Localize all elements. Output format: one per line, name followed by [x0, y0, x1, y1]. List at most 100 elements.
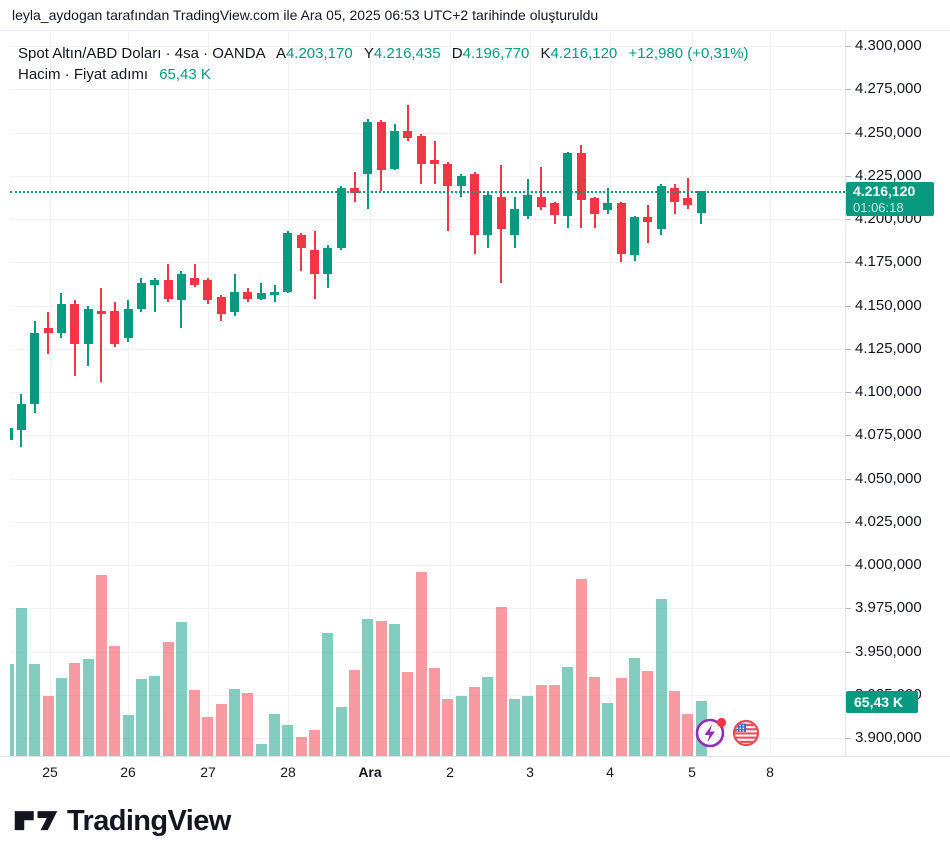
- time-axis-label[interactable]: 5: [688, 764, 696, 780]
- current-price-value: 4.216,120: [853, 183, 916, 199]
- volume-bar: [615, 677, 627, 756]
- candle-body: [136, 283, 146, 309]
- volume-bar: [82, 659, 94, 756]
- volume-study-label[interactable]: Hacim · Fiyat adımı: [18, 66, 149, 83]
- grid-line-v: [450, 31, 451, 756]
- time-axis-label[interactable]: 26: [120, 764, 136, 780]
- candle-body: [203, 279, 213, 301]
- volume-bar: [229, 688, 241, 756]
- volume-bar: [495, 606, 507, 756]
- volume-bar: [309, 730, 321, 756]
- volume-bar: [482, 677, 494, 756]
- price-axis-tick: [846, 435, 851, 437]
- volume-bar: [415, 572, 427, 756]
- price-axis-tick: [846, 132, 851, 134]
- plot-area[interactable]: [10, 31, 845, 756]
- time-axis-label[interactable]: 27: [200, 764, 216, 780]
- candle-body: [470, 174, 480, 235]
- candle-body: [416, 136, 426, 164]
- candle-body: [30, 333, 40, 405]
- current-price-badge: 4.216,120 01:06:18: [846, 182, 934, 216]
- lightning-bolt-glyph: [704, 724, 715, 743]
- candle-body: [630, 217, 639, 256]
- grid-line-h: [10, 478, 845, 480]
- candle-body: [576, 153, 586, 200]
- candle-body: [350, 187, 360, 194]
- volume-bar: [295, 736, 307, 756]
- tradingview-branding[interactable]: TradingView: [14, 799, 231, 843]
- candle-body: [670, 187, 679, 202]
- candle-body: [563, 153, 573, 216]
- price-axis[interactable]: 4.300,000 4.275,000 4.250,000 4.225,000 4.20…: [845, 31, 950, 756]
- candle-body: [163, 279, 173, 299]
- candle-body: [310, 250, 320, 275]
- price-axis-label: 4.250,000: [855, 123, 922, 141]
- volume-bar: [442, 698, 454, 756]
- candle-wick: [300, 232, 303, 271]
- legend-row-symbol: Spot Altın/ABD Doları · 4sa · OANDA A4.2…: [18, 43, 749, 64]
- volume-bar: [95, 575, 107, 756]
- grid-line-v: [208, 31, 209, 756]
- volume-bar: [175, 622, 187, 756]
- price-axis-tick: [846, 348, 851, 350]
- price-axis-tick: [846, 738, 851, 739]
- grid-line-v: [128, 31, 129, 756]
- economic-event-lightning-icon[interactable]: [693, 714, 729, 750]
- price-axis-label: 4.175,000: [855, 253, 922, 271]
- volume-bar: [69, 662, 81, 756]
- bar-countdown: 01:06:18: [853, 200, 904, 215]
- candle-wick: [606, 187, 609, 214]
- grid-line-h: [10, 262, 845, 264]
- volume-bar: [322, 633, 334, 756]
- time-axis-label[interactable]: 2: [446, 764, 454, 780]
- volume-bar: [255, 744, 267, 756]
- volume-bar: [162, 641, 174, 756]
- volume-bar: [15, 608, 27, 756]
- price-axis-label: 4.275,000: [855, 80, 922, 98]
- candle-body: [523, 194, 533, 216]
- price-axis-label: 4.300,000: [855, 37, 922, 54]
- change-value: +12,980 (+0,31%): [628, 45, 749, 62]
- grid-line-h: [10, 175, 845, 177]
- grid-line-h: [10, 89, 845, 91]
- volume-bar: [269, 714, 281, 756]
- grid-line-h: [10, 435, 845, 437]
- time-axis-label[interactable]: 28: [280, 764, 296, 780]
- high-label: Y: [363, 45, 374, 62]
- volume-bar: [122, 714, 134, 756]
- grid-line-h: [10, 565, 845, 566]
- symbol-title[interactable]: Spot Altın/ABD Doları · 4sa · OANDA: [18, 45, 265, 62]
- volume-bar: [669, 691, 680, 756]
- time-axis-label[interactable]: 4: [606, 764, 614, 780]
- candle-wick: [153, 277, 156, 313]
- volume-bar: [429, 667, 441, 756]
- candle-body: [323, 248, 333, 275]
- volume-bar: [215, 703, 227, 756]
- time-axis[interactable]: 25 26 27 28 Ara 2 3 4 5 8: [0, 756, 950, 787]
- candle-body: [603, 203, 613, 211]
- price-axis-tick: [846, 175, 851, 177]
- grid-line-h: [10, 348, 845, 350]
- price-axis-tick: [846, 305, 851, 307]
- time-axis-label[interactable]: 25: [42, 764, 58, 780]
- candle-body: [696, 191, 706, 214]
- volume-bar: [149, 676, 161, 756]
- candle-body: [70, 303, 80, 344]
- time-axis-label[interactable]: Ara: [358, 764, 382, 780]
- candle-body: [56, 303, 66, 334]
- economic-event-us-flag-icon[interactable]: [732, 719, 760, 747]
- volume-bar: [55, 677, 67, 756]
- time-axis-label[interactable]: 3: [526, 764, 534, 780]
- volume-bar: [189, 689, 201, 756]
- open-label: A: [275, 45, 286, 62]
- grid-line-v: [370, 31, 371, 756]
- candle-body: [243, 291, 253, 299]
- grid-line-h: [10, 305, 845, 307]
- symbol-legend[interactable]: Spot Altın/ABD Doları · 4sa · OANDA A4.2…: [18, 43, 749, 85]
- close-label: K: [540, 45, 551, 62]
- time-axis-label[interactable]: 8: [766, 764, 774, 780]
- candle-body: [150, 279, 160, 285]
- volume-bar: [589, 677, 600, 756]
- price-axis-label: 4.225,000: [855, 166, 922, 184]
- candle-body: [510, 208, 519, 235]
